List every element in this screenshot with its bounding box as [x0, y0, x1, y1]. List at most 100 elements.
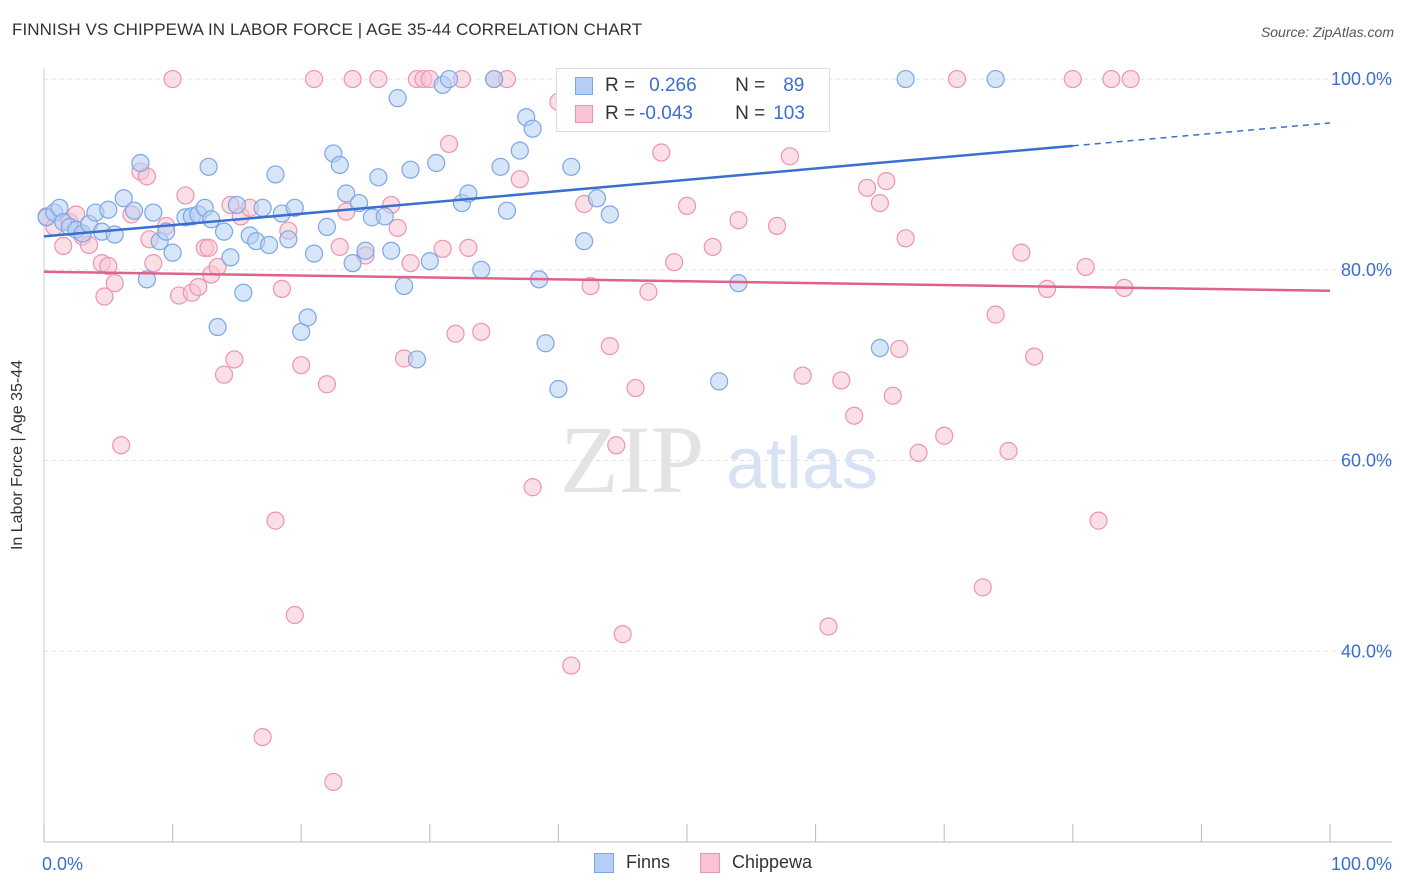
legend-n-label: N =: [735, 75, 766, 96]
chippewa-point: [1063, 69, 1082, 89]
grid-lines: [44, 78, 1392, 652]
chippewa-point: [324, 772, 343, 792]
finns-point: [330, 155, 349, 175]
chippewa-point: [253, 727, 272, 747]
finns-points: [37, 69, 1005, 399]
finns-point: [407, 350, 427, 369]
chippewa-point: [433, 239, 452, 258]
finns-point: [536, 334, 555, 353]
chippewa-point: [105, 274, 124, 293]
chippewa-point: [1012, 243, 1031, 262]
finns-point: [401, 160, 420, 179]
chippewa-point: [890, 339, 909, 359]
legend-r-value: 0.266: [649, 75, 697, 96]
finns-point: [472, 260, 491, 279]
chippewa-point: [446, 324, 465, 343]
trend-lines: [43, 122, 1331, 293]
chippewa-point: [1025, 347, 1044, 366]
series-legend: Finns Chippewa: [0, 852, 1406, 873]
chippewa-point: [1089, 511, 1108, 530]
finns-point: [343, 254, 362, 273]
chippewa-point: [947, 69, 967, 89]
finns-point: [157, 222, 176, 241]
finns-point: [587, 189, 607, 208]
chippewa-point: [472, 322, 491, 341]
chippewa-point: [304, 69, 324, 89]
legend-n-value: 103: [773, 103, 805, 124]
chippewa-point: [99, 256, 118, 276]
chippewa-point: [330, 237, 349, 257]
finns-point: [304, 244, 324, 263]
finns-point: [227, 195, 246, 215]
x-tick-label: 0.0%: [42, 854, 83, 874]
finns-point: [510, 141, 529, 160]
finns-point: [382, 241, 401, 260]
chippewa-point: [317, 375, 337, 394]
legend-row-chippewa: R = -0.043 N = 103: [575, 103, 805, 125]
chippewa-point: [266, 511, 285, 530]
chippewa-point: [883, 386, 902, 405]
finns-point: [214, 222, 234, 241]
chippewa-point: [639, 282, 658, 301]
chippewa-point: [999, 441, 1018, 461]
legend-r-value: -0.043: [639, 103, 693, 124]
chippewa-point: [767, 216, 787, 236]
finns-point: [388, 89, 407, 108]
legend-r-label: R =: [605, 103, 636, 124]
chippewa-point: [909, 443, 928, 463]
legend-swatch-chippewa: [575, 105, 593, 123]
y-tick-label: 100.0%: [1331, 69, 1392, 89]
chippewa-point: [896, 229, 915, 248]
legend-label-finns: Finns: [625, 852, 670, 872]
finns-point: [420, 252, 439, 271]
finns-point: [870, 338, 890, 358]
chippewa-point: [677, 196, 697, 216]
chippewa-point: [112, 436, 131, 455]
finns-point: [144, 203, 163, 222]
chippewa-point: [626, 378, 645, 398]
chippewa-point: [225, 350, 244, 369]
chippewa-point: [144, 254, 163, 273]
chippewa-point: [986, 305, 1005, 324]
finns-point: [298, 308, 317, 327]
chippewa-point: [343, 69, 362, 89]
watermark-zip: ZIP: [560, 406, 704, 513]
finns-trend-line: [43, 144, 1073, 238]
chippewa-point: [857, 178, 877, 197]
chippewa-point: [272, 279, 292, 298]
finns-point: [253, 198, 272, 217]
chippewa-point: [199, 238, 218, 257]
chippewa-point: [163, 69, 182, 89]
finns-point: [137, 270, 156, 289]
chippewa-point: [607, 436, 626, 455]
tick-labels: 40.0% 60.0% 80.0% 100.0% 0.0% 100.0%: [42, 69, 1392, 874]
chippewa-point: [459, 238, 478, 257]
finns-point: [896, 69, 915, 89]
legend-row-finns: R = 0.266 N = 89: [575, 75, 804, 97]
finns-point: [375, 207, 394, 226]
finns-point: [394, 276, 414, 296]
finns-point: [234, 283, 253, 302]
finns-point: [485, 69, 504, 89]
chippewa-point: [870, 193, 890, 213]
finns-point: [369, 168, 388, 187]
finns-point: [202, 210, 221, 229]
finns-point: [163, 243, 182, 262]
chippewa-point: [973, 578, 992, 597]
finns-point: [523, 119, 542, 138]
watermark: ZIP atlas: [560, 406, 878, 513]
chippewa-point: [581, 276, 600, 296]
chippewa-point: [285, 605, 304, 625]
y-tick-label: 60.0%: [1341, 451, 1392, 471]
source-label: Source: ZipAtlas.com: [1260, 24, 1394, 40]
finns-trend-extension: [1072, 122, 1331, 147]
chippewa-point: [877, 172, 896, 191]
chippewa-point: [54, 236, 73, 256]
finns-point: [549, 379, 568, 399]
finns-point: [285, 198, 304, 217]
legend-item-finns: Finns: [593, 852, 670, 873]
chippewa-point: [935, 426, 954, 445]
chippewa-point: [369, 69, 388, 89]
finns-point: [491, 157, 510, 176]
chippewa-point: [189, 277, 208, 297]
